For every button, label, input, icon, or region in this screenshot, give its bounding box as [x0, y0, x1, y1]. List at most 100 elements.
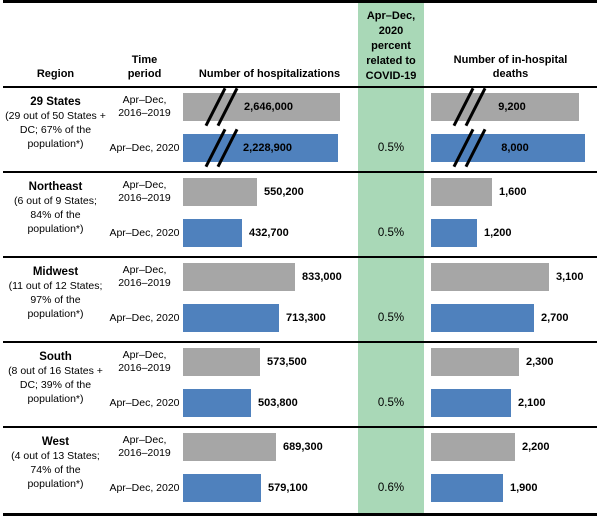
bar-value: 9,200: [498, 101, 526, 113]
hospitalizations-bar-2020: 2,228,900: [181, 128, 358, 168]
region-note: (6 out of 9 States; 84% of the populatio…: [14, 195, 97, 235]
region-block-29-states: 29 States (29 out of 50 States + DC; 67%…: [3, 87, 597, 173]
bar-value: 550,200: [264, 186, 304, 198]
region-block-west: West (4 out of 13 States; 74% of the pop…: [3, 428, 597, 513]
header-region: Region: [36, 68, 75, 80]
region-block-northeast: Northeast (6 out of 9 States; 84% of the…: [3, 173, 597, 258]
header-hospitalizations: Number of hospitalizations: [198, 68, 341, 80]
hospitalizations-bar-2020: 579,100: [181, 474, 358, 502]
bar-gray: 2,646,000: [183, 87, 340, 127]
bar-value: 503,800: [258, 397, 298, 409]
time-period-2020: Apr–Dec, 2020: [109, 396, 180, 409]
deaths-bar-2020: 2,100: [424, 389, 597, 417]
deaths-bar-baseline: 2,300: [424, 348, 597, 376]
bar-value: 713,300: [286, 312, 326, 324]
hospitalizations-bar-baseline: 550,200: [181, 178, 358, 206]
bar-blue: 2,228,900: [183, 128, 338, 168]
bar-value: 2,100: [518, 397, 546, 409]
bar-value: 2,646,000: [244, 101, 293, 113]
bar-value: 1,200: [484, 227, 512, 239]
region-name: West: [41, 436, 70, 448]
bar-gray: [431, 263, 549, 291]
deaths-bar-baseline: 9,200: [424, 87, 597, 127]
bar-value: 1,600: [499, 186, 527, 198]
bar-value: 573,500: [267, 356, 307, 368]
bar-blue: 8,000: [431, 128, 585, 168]
bar-blue: [183, 219, 242, 247]
time-period-2020: Apr–Dec, 2020: [109, 481, 180, 494]
bar-blue: [431, 474, 503, 502]
region-cell: Midwest (11 out of 12 States; 97% of the…: [3, 263, 108, 332]
covid-percent-value: 0.5%: [377, 142, 405, 154]
bar-gray: [431, 433, 515, 461]
covid-percent-column-highlight: [358, 3, 424, 513]
region-cell: West (4 out of 13 States; 74% of the pop…: [3, 433, 108, 502]
bar-blue: [183, 474, 261, 502]
bar-gray: [183, 433, 276, 461]
region-name: 29 States: [30, 96, 81, 108]
header-deaths: Number of in-hospital deaths: [453, 54, 568, 80]
time-period-baseline: Apr–Dec, 2016–2019: [118, 264, 171, 289]
deaths-bar-2020: 8,000: [424, 128, 597, 168]
bar-value: 2,200: [522, 441, 550, 453]
time-period-2020: Apr–Dec, 2020: [109, 141, 180, 154]
hospitalizations-bar-2020: 713,300: [181, 304, 358, 332]
bar-value: 689,300: [283, 441, 323, 453]
header-row: Region Time period Number of hospitaliza…: [3, 3, 597, 88]
bar-blue: [431, 389, 511, 417]
hospitalizations-bar-2020: 503,800: [181, 389, 358, 417]
region-cell: Northeast (6 out of 9 States; 84% of the…: [3, 178, 108, 247]
region-cell: South (8 out of 16 States + DC; 39% of t…: [3, 348, 108, 417]
bar-gray: [431, 348, 519, 376]
region-block-midwest: Midwest (11 out of 12 States; 97% of the…: [3, 258, 597, 343]
time-period-baseline: Apr–Dec, 2016–2019: [118, 434, 171, 459]
bar-value: 2,228,900: [243, 142, 292, 154]
bar-blue: [183, 304, 279, 332]
covid-percent-value: 0.5%: [377, 227, 405, 239]
deaths-bar-baseline: 3,100: [424, 263, 597, 291]
time-period-2020: Apr–Dec, 2020: [109, 226, 180, 239]
header-covid-percent: Apr–Dec, 2020 percent related to COVID-1…: [365, 10, 417, 82]
covid-percent-value: 0.6%: [377, 482, 405, 494]
region-note: (8 out of 16 States + DC; 39% of the pop…: [8, 365, 103, 405]
hospitalizations-bar-baseline: 689,300: [181, 433, 358, 461]
hospitalizations-bar-baseline: 573,500: [181, 348, 358, 376]
hospitalizations-bar-baseline: 2,646,000: [181, 87, 358, 127]
bar-gray: [183, 263, 295, 291]
header-time-period: Time period: [127, 54, 162, 80]
bar-value: 579,100: [268, 482, 308, 494]
deaths-bar-2020: 2,700: [424, 304, 597, 332]
region-name: Midwest: [32, 266, 79, 278]
deaths-bar-2020: 1,200: [424, 219, 597, 247]
bar-value: 2,700: [541, 312, 569, 324]
bar-gray: [183, 348, 260, 376]
bar-value: 8,000: [501, 142, 529, 154]
bar-gray: [431, 178, 492, 206]
region-name: South: [39, 351, 72, 363]
bar-gray: [183, 178, 257, 206]
bar-value: 432,700: [249, 227, 289, 239]
region-cell: 29 States (29 out of 50 States + DC; 67%…: [3, 93, 108, 162]
time-period-baseline: Apr–Dec, 2016–2019: [118, 179, 171, 204]
figure-table: Region Time period Number of hospitaliza…: [3, 3, 597, 513]
bar-gray: 9,200: [431, 87, 579, 127]
covid-percent-value: 0.5%: [377, 397, 405, 409]
bar-value: 1,900: [510, 482, 538, 494]
bar-blue: [431, 304, 534, 332]
bar-blue: [431, 219, 477, 247]
bar-value: 833,000: [302, 271, 342, 283]
deaths-bar-2020: 1,900: [424, 474, 597, 502]
regional-hospitalizations-figure: Region Time period Number of hospitaliza…: [3, 0, 597, 516]
region-block-south: South (8 out of 16 States + DC; 39% of t…: [3, 343, 597, 428]
deaths-bar-baseline: 2,200: [424, 433, 597, 461]
time-period-baseline: Apr–Dec, 2016–2019: [118, 94, 171, 119]
bar-value: 3,100: [556, 271, 584, 283]
covid-percent-value: 0.5%: [377, 312, 405, 324]
region-name: Northeast: [28, 181, 83, 193]
hospitalizations-bar-baseline: 833,000: [181, 263, 358, 291]
time-period-baseline: Apr–Dec, 2016–2019: [118, 349, 171, 374]
time-period-2020: Apr–Dec, 2020: [109, 311, 180, 324]
deaths-bar-baseline: 1,600: [424, 178, 597, 206]
bar-blue: [183, 389, 251, 417]
hospitalizations-bar-2020: 432,700: [181, 219, 358, 247]
